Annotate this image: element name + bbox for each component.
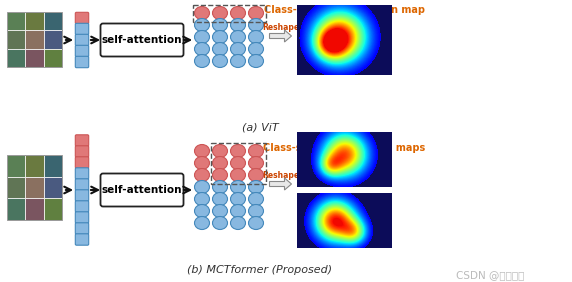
- Bar: [210, 142, 265, 184]
- FancyBboxPatch shape: [76, 146, 89, 157]
- Ellipse shape: [248, 204, 264, 217]
- Bar: [7, 12, 25, 30]
- Ellipse shape: [231, 217, 245, 230]
- Ellipse shape: [231, 180, 245, 193]
- FancyBboxPatch shape: [76, 23, 89, 35]
- FancyBboxPatch shape: [101, 23, 184, 56]
- Ellipse shape: [248, 217, 264, 230]
- Ellipse shape: [248, 30, 264, 43]
- Bar: [43, 177, 62, 198]
- Text: (b) MCTformer (Proposed): (b) MCTformer (Proposed): [188, 265, 332, 275]
- Ellipse shape: [248, 54, 264, 67]
- Text: Reshape: Reshape: [262, 23, 299, 32]
- Ellipse shape: [248, 169, 264, 182]
- FancyBboxPatch shape: [76, 34, 89, 46]
- Bar: [7, 177, 25, 198]
- Bar: [7, 155, 62, 220]
- Ellipse shape: [213, 43, 228, 56]
- FancyBboxPatch shape: [76, 223, 89, 234]
- Ellipse shape: [194, 193, 209, 206]
- Ellipse shape: [194, 180, 209, 193]
- Ellipse shape: [248, 180, 264, 193]
- Ellipse shape: [231, 54, 245, 67]
- FancyBboxPatch shape: [76, 12, 89, 24]
- Bar: [7, 12, 62, 67]
- Ellipse shape: [231, 19, 245, 32]
- Ellipse shape: [248, 19, 264, 32]
- Ellipse shape: [231, 43, 245, 56]
- Ellipse shape: [213, 180, 228, 193]
- FancyBboxPatch shape: [101, 173, 184, 206]
- Ellipse shape: [194, 204, 209, 217]
- FancyBboxPatch shape: [76, 135, 89, 146]
- Text: Reshape: Reshape: [262, 171, 299, 180]
- Ellipse shape: [213, 54, 228, 67]
- Ellipse shape: [213, 193, 228, 206]
- Ellipse shape: [194, 19, 209, 32]
- Ellipse shape: [213, 157, 228, 169]
- FancyBboxPatch shape: [76, 190, 89, 201]
- Bar: [7, 155, 25, 177]
- Text: Class-agnostic attention map: Class-agnostic attention map: [264, 5, 424, 15]
- Ellipse shape: [231, 157, 245, 169]
- Text: (a) ViT: (a) ViT: [242, 123, 279, 133]
- Ellipse shape: [194, 169, 209, 182]
- Bar: [43, 198, 62, 220]
- FancyArrow shape: [269, 178, 292, 190]
- Bar: [25, 155, 43, 177]
- Ellipse shape: [248, 6, 264, 19]
- FancyBboxPatch shape: [76, 179, 89, 190]
- FancyBboxPatch shape: [76, 234, 89, 245]
- Bar: [43, 49, 62, 67]
- Ellipse shape: [231, 6, 245, 19]
- Ellipse shape: [194, 30, 209, 43]
- Bar: [7, 198, 25, 220]
- Ellipse shape: [231, 193, 245, 206]
- FancyBboxPatch shape: [76, 157, 89, 168]
- Ellipse shape: [194, 217, 209, 230]
- Bar: [43, 12, 62, 30]
- Ellipse shape: [194, 43, 209, 56]
- Ellipse shape: [213, 19, 228, 32]
- Ellipse shape: [248, 193, 264, 206]
- Ellipse shape: [194, 144, 209, 158]
- Ellipse shape: [194, 6, 209, 19]
- FancyBboxPatch shape: [76, 56, 89, 68]
- Bar: [25, 198, 43, 220]
- Ellipse shape: [213, 30, 228, 43]
- FancyArrow shape: [269, 30, 292, 42]
- Bar: [7, 49, 25, 67]
- FancyBboxPatch shape: [76, 45, 89, 57]
- Bar: [25, 30, 43, 49]
- Ellipse shape: [248, 43, 264, 56]
- Ellipse shape: [194, 157, 209, 169]
- Ellipse shape: [213, 144, 228, 158]
- Ellipse shape: [231, 30, 245, 43]
- Text: CSDN @川川子溢: CSDN @川川子溢: [456, 270, 524, 280]
- Text: Class-specific attention maps: Class-specific attention maps: [263, 143, 425, 153]
- Ellipse shape: [248, 157, 264, 169]
- Text: self-attention: self-attention: [102, 35, 182, 45]
- Bar: [7, 30, 25, 49]
- FancyBboxPatch shape: [76, 201, 89, 212]
- Bar: [193, 5, 265, 21]
- FancyBboxPatch shape: [76, 168, 89, 179]
- Ellipse shape: [213, 169, 228, 182]
- Bar: [25, 49, 43, 67]
- FancyBboxPatch shape: [76, 212, 89, 223]
- Ellipse shape: [231, 169, 245, 182]
- Ellipse shape: [213, 6, 228, 19]
- Bar: [25, 177, 43, 198]
- Ellipse shape: [231, 144, 245, 158]
- Ellipse shape: [213, 204, 228, 217]
- Bar: [43, 30, 62, 49]
- Ellipse shape: [213, 217, 228, 230]
- Bar: [25, 12, 43, 30]
- Ellipse shape: [231, 204, 245, 217]
- Text: self-attention: self-attention: [102, 185, 182, 195]
- Ellipse shape: [248, 144, 264, 158]
- Ellipse shape: [194, 54, 209, 67]
- Bar: [43, 155, 62, 177]
